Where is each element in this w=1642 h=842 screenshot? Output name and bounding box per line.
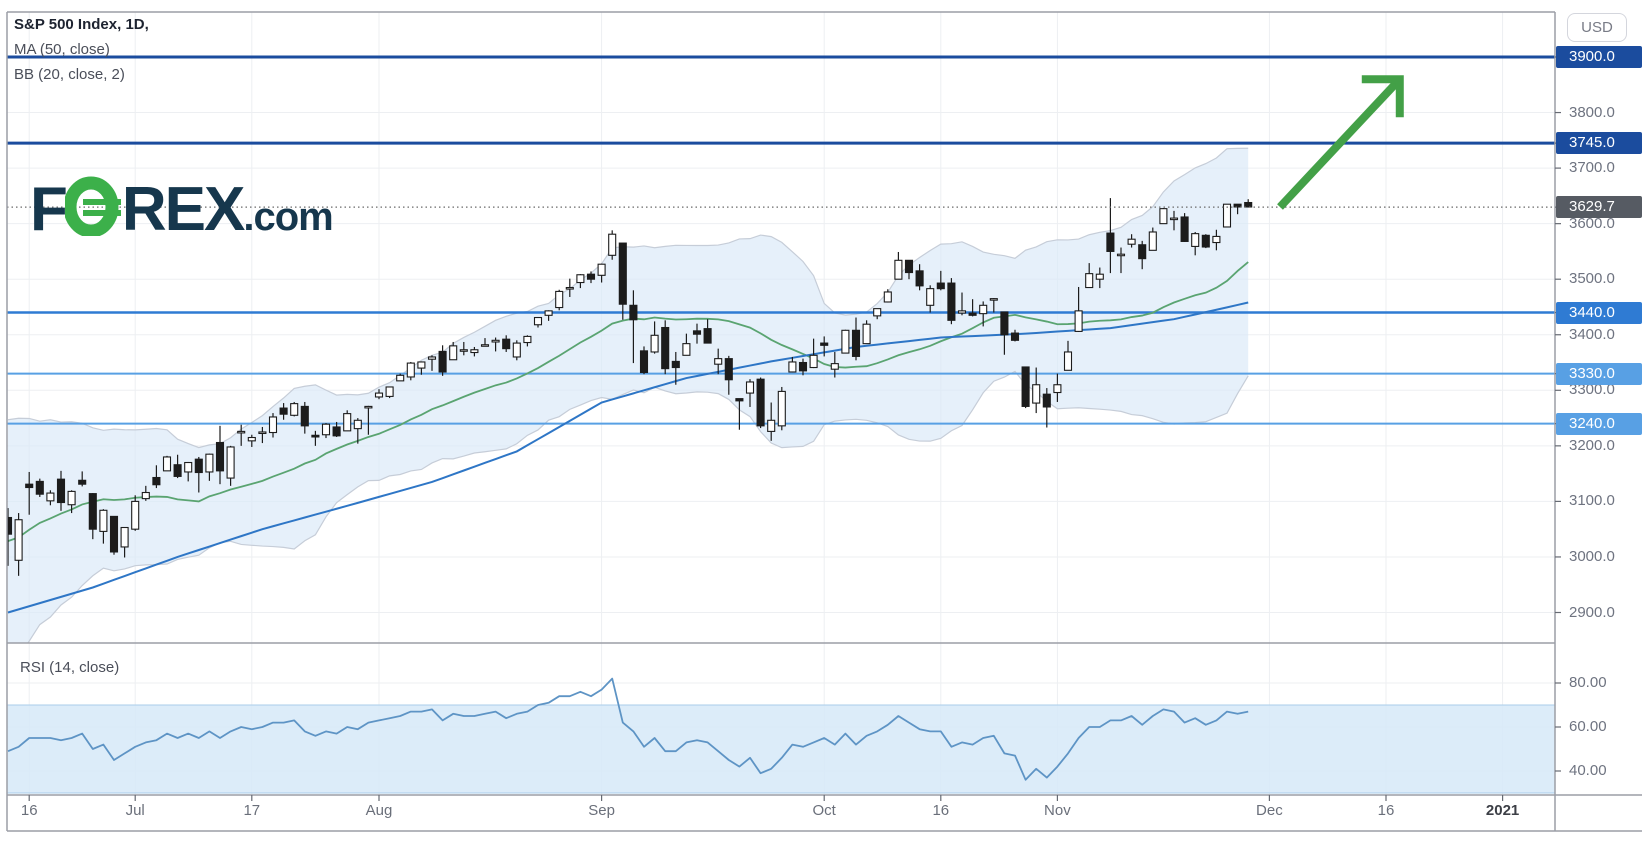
time-tick-label: Dec	[1256, 802, 1283, 819]
bb-legend[interactable]: BB (20, close, 2)	[14, 66, 125, 83]
time-tick-label: Sep	[588, 802, 615, 819]
logo-text-rex: REX	[121, 175, 245, 244]
price-tick-label: 2900.0	[1569, 603, 1615, 621]
price-level-badge-3745.0: 3745.0	[1556, 132, 1642, 155]
price-tick-label: 3000.0	[1569, 547, 1615, 565]
time-tick-label: 16	[932, 802, 950, 819]
time-tick-label: Nov	[1044, 802, 1071, 819]
rsi-tick-label: 60.00	[1569, 718, 1607, 735]
time-tick-label: Oct	[812, 802, 836, 819]
forex-logo: F REX.com	[30, 174, 334, 245]
symbol-title[interactable]: S&P 500 Index, 1D,	[14, 16, 149, 33]
trend-arrow	[1277, 75, 1404, 210]
price-level-badge-3240.0: 3240.0	[1556, 412, 1642, 435]
current-price-badge: 3629.7	[1556, 196, 1642, 219]
rsi-line	[7, 677, 1249, 781]
price-tick-label: 3400.0	[1569, 325, 1615, 343]
chart-legend: S&P 500 Index, 1D, MA (50, close) BB (20…	[14, 15, 149, 85]
price-tick-label: 3700.0	[1569, 159, 1615, 177]
currency-button[interactable]: USD	[1567, 13, 1627, 42]
candlestick-series	[7, 198, 1253, 576]
support-resistance-lines	[7, 55, 1555, 425]
moving-averages	[7, 261, 1249, 614]
time-tick-label: 17	[243, 802, 261, 819]
price-tick-label: 3800.0	[1569, 103, 1615, 121]
price-level-badge-3330.0: 3330.0	[1556, 362, 1642, 385]
time-tick-label: Aug	[365, 802, 393, 819]
price-tick-label: 3200.0	[1569, 436, 1615, 454]
bb-basis-line	[7, 261, 1249, 542]
price-level-badge-3440.0: 3440.0	[1556, 301, 1642, 324]
price-tick-label: 3300.0	[1569, 381, 1615, 399]
time-tick-label: 16	[20, 802, 38, 819]
rsi-legend[interactable]: RSI (14, close)	[20, 659, 120, 676]
logo-text-f: F	[30, 175, 68, 244]
time-tick-label: 2021	[1485, 802, 1520, 819]
logo-o-icon	[64, 176, 121, 236]
price-tick-label: 3100.0	[1569, 492, 1615, 510]
rsi-band	[7, 704, 1555, 794]
rsi-tick-label: 40.00	[1569, 762, 1607, 779]
price-level-badge-3900.0: 3900.0	[1556, 46, 1642, 68]
logo-text-com: .com	[243, 195, 333, 239]
price-tick-label: 3600.0	[1569, 214, 1615, 232]
price-tick-label: 3500.0	[1569, 270, 1615, 288]
time-tick-label: 16	[1377, 802, 1395, 819]
ma50-line	[7, 301, 1249, 614]
ma-legend[interactable]: MA (50, close)	[14, 41, 110, 58]
rsi-tick-label: 80.00	[1569, 674, 1607, 691]
time-tick-label: Jul	[125, 802, 145, 819]
